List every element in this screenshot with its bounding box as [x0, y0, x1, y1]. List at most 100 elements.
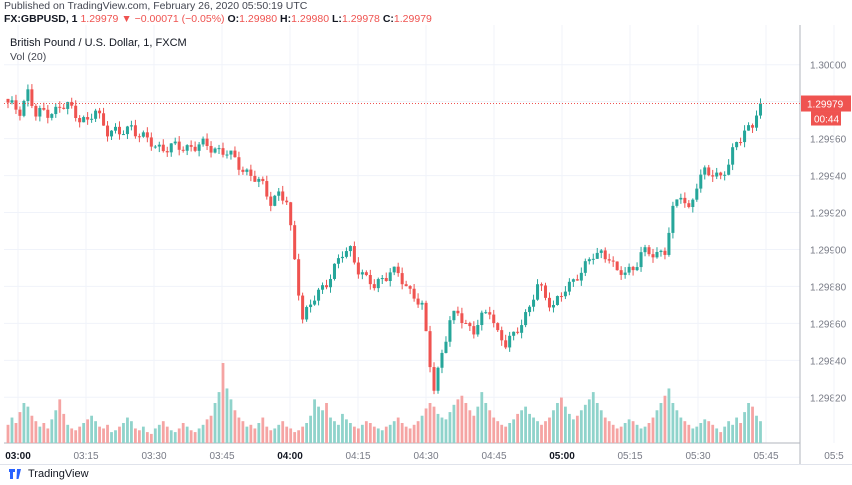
x-tick-label: 03:00: [5, 451, 31, 462]
candle-body: [10, 100, 14, 103]
candle-body: [643, 247, 647, 253]
candle-body: [739, 142, 743, 144]
chart-area[interactable]: 1.300001.299801.299601.299401.299201.299…: [0, 25, 852, 465]
candle-body: [98, 110, 102, 114]
y-tick-label: 1.29860: [810, 319, 847, 330]
candle-body: [711, 175, 715, 177]
volume-bar: [102, 428, 105, 443]
volume-bar: [126, 417, 129, 443]
candle-body: [428, 331, 432, 368]
candle-body: [488, 312, 492, 315]
x-tick-label: 05:30: [685, 451, 710, 462]
candle-body: [50, 114, 54, 118]
x-tick-label: 04:45: [481, 451, 506, 462]
volume-bar: [34, 421, 38, 443]
candle-body: [699, 174, 703, 189]
candle-body: [575, 279, 579, 281]
candle-body: [496, 323, 500, 331]
candle-body: [408, 286, 412, 289]
volume-bar: [548, 417, 551, 443]
volume-bar: [130, 421, 133, 443]
x-tick-label: 04:30: [413, 451, 438, 462]
tradingview-logo[interactable]: TradingView: [8, 468, 89, 480]
volume-bar: [86, 419, 90, 443]
candle-body: [233, 150, 237, 158]
candle-body: [22, 100, 26, 116]
candle-body: [169, 143, 173, 153]
volume-bar: [536, 421, 539, 443]
volume-bar: [364, 421, 368, 443]
volume-bar: [90, 415, 94, 443]
volume-bar: [241, 421, 245, 443]
volume-bar: [189, 430, 193, 443]
volume-bar: [372, 426, 376, 443]
volume-bar: [114, 430, 117, 443]
volume-bar: [739, 423, 742, 443]
candle-body: [86, 117, 90, 120]
volume-bar: [460, 395, 464, 443]
volume-bar: [755, 415, 758, 443]
candle-body: [332, 263, 336, 279]
candle-body: [536, 284, 540, 300]
candle-body: [404, 284, 408, 287]
candle-body: [758, 103, 763, 116]
x-tick-label: 04:15: [345, 451, 370, 462]
symbol-ohlc-line: FX:GBPUSD, 1 1.29979 ▼ −0.00071 (−0.05%)…: [4, 13, 852, 26]
candle-body: [153, 146, 157, 148]
candle-body: [647, 247, 651, 255]
candle-body: [551, 304, 555, 308]
volume-bar: [528, 413, 531, 443]
volume-bar: [532, 417, 535, 443]
volume-bar: [560, 397, 563, 443]
candle-body: [241, 169, 245, 172]
volume-bar: [667, 388, 671, 443]
volume-bar: [524, 406, 527, 443]
volume-bar: [137, 430, 141, 443]
volume-bar: [647, 423, 651, 443]
candle-body: [321, 285, 325, 290]
candle-body: [468, 323, 472, 327]
volume-bar: [695, 426, 699, 443]
y-tick-label: 1.29820: [810, 393, 847, 404]
last-price: 1.29979: [80, 13, 119, 25]
volume-bar: [735, 417, 739, 443]
volume-bar: [552, 410, 555, 443]
candle-body: [703, 167, 707, 175]
volume-bar: [480, 392, 484, 443]
volume-legend[interactable]: Vol (20): [10, 51, 47, 63]
volume-bar: [719, 432, 723, 443]
volume-bar: [245, 426, 249, 443]
candle-body: [547, 297, 551, 308]
volume-bar: [635, 424, 639, 443]
candle-body: [663, 250, 667, 255]
volume-bar: [448, 412, 452, 443]
candle-body: [70, 102, 74, 106]
candle-body: [460, 313, 464, 323]
chart-legend: British Pound / U.S. Dollar, 1, FXCM Vol…: [10, 36, 187, 64]
volume-bar: [607, 421, 611, 443]
volume-bar: [201, 424, 205, 443]
volume-bar: [368, 423, 372, 443]
candle-body: [253, 175, 257, 182]
volume-bar: [619, 426, 623, 443]
candle-body: [261, 178, 265, 182]
volume-bar: [587, 399, 591, 443]
candle-body: [512, 331, 516, 336]
candle-body: [440, 352, 444, 368]
volume-bar: [205, 419, 209, 443]
volume-bar: [476, 406, 480, 443]
candle-body: [655, 252, 659, 258]
volume-bar: [424, 408, 428, 443]
volume-bar: [149, 433, 153, 443]
volume-bar: [428, 403, 432, 443]
candle-body: [106, 125, 110, 137]
volume-bar: [261, 417, 265, 443]
x-tick-label: 05:45: [753, 451, 778, 462]
candlestick-chart[interactable]: 1.300001.299801.299601.299401.299201.299…: [0, 25, 852, 465]
candle-body: [755, 115, 759, 128]
tradingview-icon: [9, 469, 21, 479]
candle-body: [412, 288, 416, 299]
volume-bar: [217, 392, 221, 443]
candle-body: [727, 164, 731, 175]
symbol-label[interactable]: FX:GBPUSD, 1: [4, 13, 78, 25]
